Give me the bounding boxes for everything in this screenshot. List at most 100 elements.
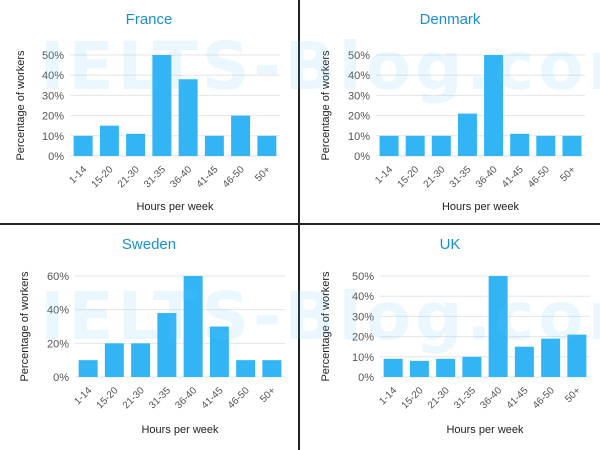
y-tick-label: 40% xyxy=(42,70,64,82)
y-tick-label: 10% xyxy=(348,131,370,143)
y-tick-label: 40% xyxy=(352,291,374,303)
x-tick-label: 1-14 xyxy=(72,385,94,407)
x-axis-label: Hours per week xyxy=(141,424,219,436)
bar xyxy=(126,133,146,156)
x-tick-label: 15-20 xyxy=(395,164,421,190)
x-tick-label: 50+ xyxy=(258,385,278,405)
x-tick-label: 15-20 xyxy=(400,385,426,411)
bar xyxy=(78,360,98,377)
y-tick-label: 40% xyxy=(47,305,69,317)
y-tick-label: 30% xyxy=(348,90,370,102)
y-axis-label: Percentage of workers xyxy=(320,271,332,382)
y-tick-label: 50% xyxy=(348,50,370,62)
bar xyxy=(236,360,256,377)
bar xyxy=(104,343,124,377)
x-tick-label: 50+ xyxy=(558,164,578,184)
x-tick-label: 1-14 xyxy=(377,385,399,407)
chart-panel-france: France 0% 10% 20% 30% 40% 50% 1-14 15-20 21-30 31-… xyxy=(0,0,298,223)
x-tick-label: 41-45 xyxy=(500,164,526,190)
x-tick-label: 50+ xyxy=(563,385,583,405)
x-axis-label: Hours per week xyxy=(446,424,524,436)
y-tick-label: 20% xyxy=(348,111,370,123)
bar xyxy=(257,135,277,156)
bar xyxy=(157,313,177,377)
bar xyxy=(409,360,429,377)
x-tick-label: 36-40 xyxy=(478,385,504,411)
x-tick-label: 21-30 xyxy=(426,385,452,411)
x-axis-label: Hours per week xyxy=(442,201,520,213)
x-tick-label: 50+ xyxy=(253,164,273,184)
bar xyxy=(204,135,224,156)
y-tick-label: 40% xyxy=(348,70,370,82)
x-tick-label: 36-40 xyxy=(474,164,500,190)
bar xyxy=(484,55,504,156)
x-tick-label: 1-14 xyxy=(373,164,395,186)
y-tick-label: 20% xyxy=(42,111,64,123)
x-tick-label: 46-50 xyxy=(226,385,252,411)
y-tick-label: 50% xyxy=(352,271,374,283)
chart-panel-denmark: Denmark 0% 10% 20% 30% 40% 50% 1-14 15-20 21-30 31… xyxy=(300,0,600,223)
x-tick-label: 15-20 xyxy=(95,385,121,411)
bar xyxy=(462,356,482,377)
x-tick-label: 31-35 xyxy=(142,164,168,190)
x-tick-label: 46-50 xyxy=(531,385,557,411)
x-tick-label: 41-45 xyxy=(195,164,221,190)
chart-panel-sweden: Sweden 0% 20% 40% 60% 1-14 15-20 21-30 31-35 36-4… xyxy=(0,225,298,450)
x-tick-label: 41-45 xyxy=(200,385,226,411)
bar xyxy=(152,55,172,156)
chart-title: UK xyxy=(440,236,461,253)
chart-sweden: Sweden 0% 20% 40% 60% 1-14 15-20 21-30 31-35 36-4… xyxy=(19,236,285,436)
bar xyxy=(541,338,561,377)
x-tick-label: 31-35 xyxy=(452,385,478,411)
bar xyxy=(405,135,425,156)
bar xyxy=(431,135,451,156)
x-tick-label: 31-35 xyxy=(448,164,474,190)
y-tick-label: 10% xyxy=(352,352,374,364)
chart-panel-uk: UK 0% 10% 20% 30% 40% 50% 1-14 15-20 21-30 31-35 36… xyxy=(300,225,600,450)
bar xyxy=(99,125,119,156)
chart-title: Denmark xyxy=(420,11,481,28)
bar xyxy=(183,276,203,377)
x-tick-label: 31-35 xyxy=(147,385,173,411)
x-axis-label: Hours per week xyxy=(136,201,214,213)
y-tick-label: 20% xyxy=(47,338,69,350)
chart-title: Sweden xyxy=(122,236,176,253)
y-tick-label: 0% xyxy=(354,151,370,163)
bar xyxy=(510,133,530,156)
bar xyxy=(536,135,556,156)
y-tick-label: 10% xyxy=(42,131,64,143)
x-tick-label: 46-50 xyxy=(221,164,247,190)
y-tick-label: 60% xyxy=(47,271,69,283)
bar xyxy=(131,343,151,377)
y-tick-label: 0% xyxy=(48,151,64,163)
bar xyxy=(209,326,229,377)
bar xyxy=(567,334,587,377)
x-tick-label: 46-50 xyxy=(526,164,552,190)
x-tick-label: 21-30 xyxy=(422,164,448,190)
y-tick-label: 0% xyxy=(53,372,69,384)
chart-france: France 0% 10% 20% 30% 40% 50% 1-14 15-20 21-30 31-… xyxy=(15,11,280,213)
bar xyxy=(457,113,477,156)
x-tick-label: 36-40 xyxy=(168,164,194,190)
bar xyxy=(178,79,198,156)
chart-title: France xyxy=(126,11,173,28)
y-axis-label: Percentage of workers xyxy=(320,50,332,161)
bar xyxy=(379,135,399,156)
y-tick-label: 30% xyxy=(42,90,64,102)
y-tick-label: 50% xyxy=(42,50,64,62)
bar xyxy=(73,135,93,156)
x-tick-label: 1-14 xyxy=(67,164,89,186)
x-tick-label: 21-30 xyxy=(121,385,147,411)
bar xyxy=(562,135,582,156)
y-axis-label: Percentage of workers xyxy=(19,271,31,382)
x-tick-label: 36-40 xyxy=(173,385,199,411)
y-tick-label: 20% xyxy=(352,332,374,344)
y-tick-label: 0% xyxy=(358,372,374,384)
chart-denmark: Denmark 0% 10% 20% 30% 40% 50% 1-14 15-20 21-30 31… xyxy=(320,11,585,213)
x-tick-label: 15-20 xyxy=(90,164,116,190)
bar xyxy=(231,115,251,156)
bar xyxy=(262,360,282,377)
bar xyxy=(436,358,456,377)
y-axis-label: Percentage of workers xyxy=(15,50,27,161)
